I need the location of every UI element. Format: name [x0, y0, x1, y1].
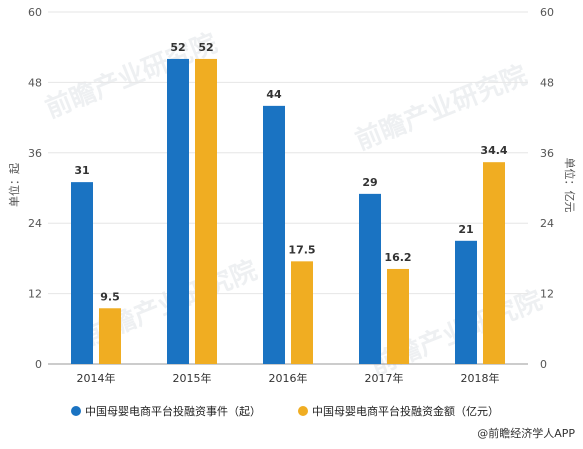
data-label-series-2: 16.2	[384, 251, 411, 264]
x-category-label: 2017年	[365, 371, 404, 385]
data-label-series-1: 21	[458, 223, 473, 236]
x-category-label: 2014年	[77, 371, 116, 385]
x-category-label: 2018年	[461, 371, 500, 385]
data-label-series-1: 44	[266, 88, 282, 101]
bar-series-2	[99, 308, 121, 364]
data-labels-group: 31 9.5 52 52 44 17.5 29 16.2 21 34.4	[74, 41, 508, 303]
legend: 中国母婴电商平台投融资事件（起） 中国母婴电商平台投融资金额（亿元）	[71, 404, 499, 418]
bar-series-1	[359, 193, 381, 364]
gridlines	[48, 11, 528, 295]
data-label-series-2: 17.5	[288, 243, 315, 256]
right-tick-label: 0	[540, 358, 547, 371]
bar-series-1	[455, 240, 477, 364]
bar-series-2	[387, 268, 409, 364]
bar-series-1	[71, 182, 93, 364]
bar-series-1	[167, 58, 189, 364]
left-tick-label: 12	[28, 288, 42, 301]
legend-label-series-2: 中国母婴电商平台投融资金额（亿元）	[312, 404, 499, 418]
left-tick-label: 24	[28, 217, 42, 230]
x-category-label: 2015年	[173, 371, 212, 385]
right-tick-label: 12	[540, 288, 554, 301]
left-tick-label: 48	[28, 76, 42, 89]
data-label-series-1: 52	[170, 41, 185, 54]
legend-marker-series-1	[71, 406, 81, 416]
data-label-series-2: 9.5	[100, 290, 120, 303]
left-tick-label: 60	[28, 6, 42, 19]
bar-series-1	[263, 105, 285, 364]
right-tick-label: 48	[540, 76, 554, 89]
data-label-series-2: 34.4	[480, 144, 507, 157]
right-axis-label: 单位：亿元	[563, 158, 577, 213]
x-category-label: 2016年	[269, 371, 308, 385]
left-tick-label: 0	[35, 358, 42, 371]
data-label-series-2: 52	[198, 41, 213, 54]
watermark-text: 前瞻产业研究院	[41, 28, 221, 125]
watermark-text: 前瞻产业研究院	[351, 60, 531, 157]
right-tick-label: 60	[540, 6, 554, 19]
x-axis-categories: 2014年 2015年 2016年 2017年 2018年	[77, 371, 500, 385]
legend-marker-series-2	[298, 406, 308, 416]
bar-series-2	[483, 162, 505, 364]
bars-group	[71, 58, 505, 364]
legend-label-series-1: 中国母婴电商平台投融资事件（起）	[85, 404, 261, 418]
right-tick-label: 24	[540, 217, 554, 230]
data-label-series-1: 31	[74, 164, 89, 177]
left-axis-ticks: 0 12 24 36 48 60	[28, 6, 42, 371]
bar-series-2	[291, 261, 313, 364]
source-label: @前瞻经济学人APP	[477, 426, 575, 440]
data-label-series-1: 29	[362, 176, 377, 189]
left-axis-label: 单位：起	[7, 163, 21, 207]
right-tick-label: 36	[540, 147, 554, 160]
right-axis-ticks: 0 12 24 36 48 60	[540, 6, 554, 371]
left-tick-label: 36	[28, 147, 42, 160]
bar-series-2	[195, 58, 217, 364]
